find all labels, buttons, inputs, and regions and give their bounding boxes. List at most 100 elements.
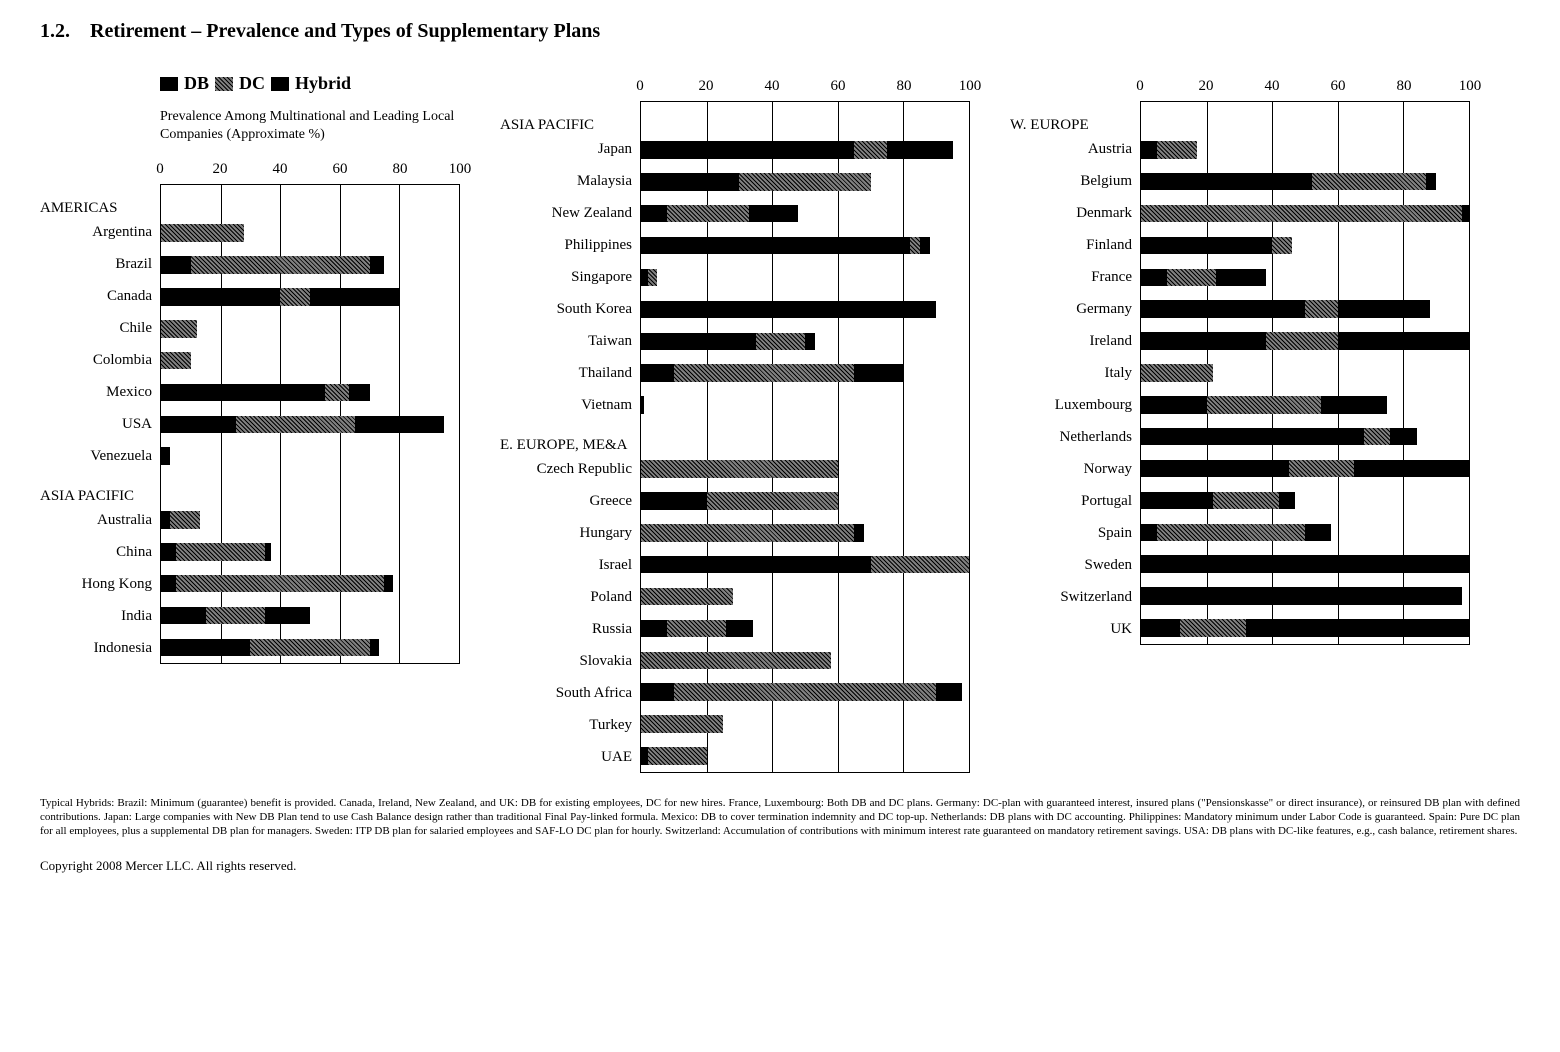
region-spacer-row: [1141, 102, 1469, 134]
bars-column: [1141, 102, 1469, 644]
country-label: Sweden: [1085, 549, 1133, 581]
bar-row: [641, 485, 969, 517]
country-label: Australia: [97, 504, 152, 536]
axis-tick: 80: [393, 161, 408, 178]
bar-row: [641, 389, 969, 421]
bar-segment-db: [161, 416, 236, 434]
legend-swatch-db: [160, 77, 178, 91]
bar-row: [161, 504, 459, 536]
bar-segment-db: [1141, 619, 1180, 637]
country-label: New Zealand: [552, 197, 632, 229]
bar-segment-dc: [1157, 141, 1196, 159]
bar-segment-dc: [641, 588, 733, 606]
country-label: Japan: [598, 133, 632, 165]
region-spacer-row: [641, 102, 969, 134]
bar-segment-dc: [641, 524, 854, 542]
bar-segment-db: [641, 492, 707, 510]
bar-segment-db: [641, 364, 674, 382]
bar-segment-db: [641, 141, 854, 159]
bar-row: [641, 549, 969, 581]
bar-segment-dc: [674, 364, 854, 382]
legend-label-hybrid: Hybrid: [295, 73, 351, 94]
bar-segment-db: [641, 237, 910, 255]
plot-wrap: W. EUROPEAustriaBelgiumDenmarkFinlandFra…: [1010, 101, 1470, 645]
bar-segment-db: [161, 384, 325, 402]
bar-row: [641, 613, 969, 645]
legend-swatch-dc: [215, 77, 233, 91]
bar-row: [161, 249, 459, 281]
axis-tick: 0: [1136, 78, 1144, 95]
bar-row: [1141, 389, 1469, 421]
bar-segment-dc: [667, 620, 726, 638]
bar-segment-hy: [384, 575, 393, 593]
axis-tick: 60: [1331, 78, 1346, 95]
plot-area: [640, 101, 970, 773]
chart-panel-0: DBDCHybridPrevalence Among Multinational…: [40, 73, 460, 664]
axis-tick: 80: [897, 78, 912, 95]
country-label: Finland: [1086, 229, 1132, 261]
country-label: Greece: [590, 485, 632, 517]
bar-segment-db: [1141, 524, 1157, 542]
bar-segment-dc: [1272, 237, 1292, 255]
bar-segment-db: [1141, 492, 1213, 510]
country-label: Italy: [1105, 357, 1133, 389]
bar-row: [1141, 230, 1469, 262]
bar-segment-db: [641, 620, 667, 638]
country-label: Canada: [107, 280, 152, 312]
bar-segment-dc: [739, 173, 870, 191]
plot-wrap: AMERICASArgentinaBrazilCanadaChileColomb…: [40, 184, 460, 664]
region-label: ASIA PACIFIC: [500, 101, 632, 133]
axis-tick: 100: [959, 78, 982, 95]
bar-row: [1141, 548, 1469, 580]
bar-segment-dc: [236, 416, 355, 434]
bar-segment-dc: [871, 556, 969, 574]
bar-segment-db: [641, 333, 756, 351]
country-label: Argentina: [92, 216, 152, 248]
axis-tick: 20: [1199, 78, 1214, 95]
charts-row: DBDCHybridPrevalence Among Multinational…: [40, 73, 1520, 773]
bar-segment-db: [161, 607, 206, 625]
bar-segment-dc: [641, 715, 723, 733]
legend-block: DBDCHybridPrevalence Among Multinational…: [40, 73, 460, 144]
legend-line: DBDCHybrid: [160, 73, 460, 94]
bar-segment-hy: [854, 364, 903, 382]
bar-row: [641, 676, 969, 708]
bar-row: [1141, 453, 1469, 485]
country-label: UK: [1110, 613, 1132, 645]
x-axis: 020406080100: [40, 156, 460, 178]
axis-tick: 40: [1265, 78, 1280, 95]
bar-row: [161, 600, 459, 632]
bar-row: [161, 408, 459, 440]
axis-tick: 0: [156, 161, 164, 178]
bar-segment-db: [1141, 173, 1312, 191]
bar-segment-hy: [749, 205, 798, 223]
labels-column: AMERICASArgentinaBrazilCanadaChileColomb…: [40, 184, 160, 664]
x-axis: 020406080100: [1010, 73, 1470, 95]
country-label: Slovakia: [580, 645, 633, 677]
bar-segment-hy: [1338, 300, 1430, 318]
country-label: Belgium: [1080, 165, 1132, 197]
bar-segment-hy: [726, 620, 752, 638]
bar-segment-dc: [161, 352, 191, 370]
bar-segment-dc: [176, 575, 385, 593]
bar-segment-dc: [641, 652, 831, 670]
bar-segment-db: [641, 556, 871, 574]
bar-segment-dc: [1266, 332, 1338, 350]
axis-tick: 20: [699, 78, 714, 95]
axis-tick: 60: [333, 161, 348, 178]
bar-segment-db: [641, 301, 936, 319]
country-label: Denmark: [1076, 197, 1132, 229]
bar-row: [641, 198, 969, 230]
country-label: South Korea: [557, 293, 632, 325]
legend-label-db: DB: [184, 73, 209, 94]
bar-segment-hy: [1338, 332, 1469, 350]
country-label: Indonesia: [94, 632, 152, 664]
bar-segment-hy: [1426, 173, 1436, 191]
country-label: Turkey: [589, 709, 632, 741]
country-label: China: [116, 536, 152, 568]
chart-panel-2: 020406080100W. EUROPEAustriaBelgiumDenma…: [1010, 73, 1470, 645]
bar-row: [1141, 485, 1469, 517]
bar-row: [161, 377, 459, 409]
region-label: AMERICAS: [40, 184, 152, 216]
bar-segment-dc: [325, 384, 349, 402]
